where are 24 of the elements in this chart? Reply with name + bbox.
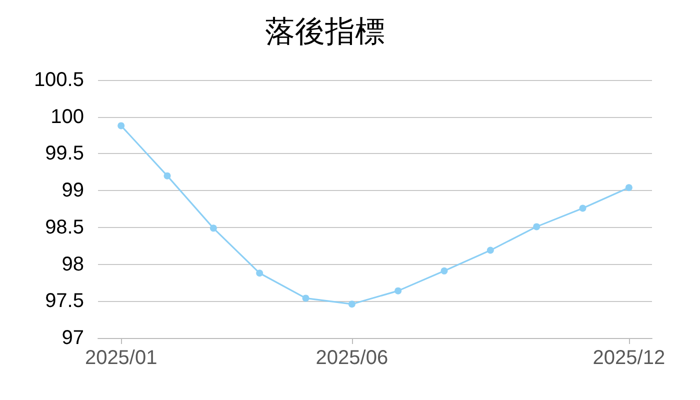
x-tick-label: 2025/12 — [592, 347, 666, 369]
y-tick-label: 97.5 — [45, 290, 84, 312]
y-tick-label: 97 — [62, 327, 84, 349]
point — [256, 270, 264, 277]
y-tick-label: 99.5 — [45, 142, 84, 165]
y-tick-label: 100 — [50, 106, 84, 128]
x-tick-label: 2025/06 — [316, 347, 388, 369]
y-tick-label: 98.5 — [45, 216, 84, 238]
y-tick-label: 100.5 — [34, 69, 84, 91]
point — [625, 184, 632, 192]
point — [486, 246, 494, 254]
point — [348, 300, 356, 308]
x-tick-label: 2025/01 — [84, 347, 158, 369]
point — [579, 204, 586, 212]
y-tick-label: 98 — [62, 253, 84, 276]
point — [164, 172, 171, 180]
chart-title: 落後指標 — [265, 16, 385, 48]
point — [118, 122, 125, 130]
point — [394, 287, 402, 294]
y-tick-label: 99 — [62, 180, 84, 202]
point — [210, 224, 217, 232]
point — [533, 223, 540, 230]
point — [302, 294, 310, 302]
point — [440, 267, 448, 274]
